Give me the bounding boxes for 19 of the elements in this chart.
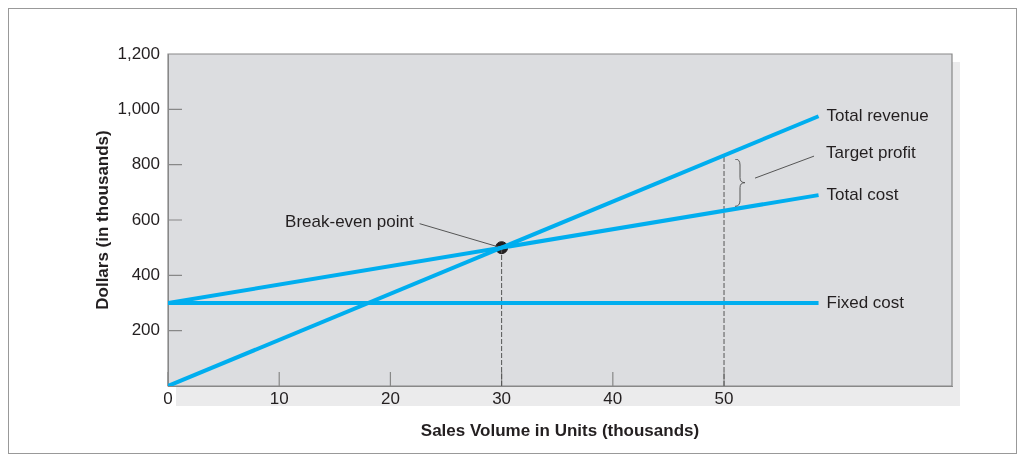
y-tick-label: 1,000 xyxy=(117,99,160,119)
y-tick-label: 600 xyxy=(131,209,160,229)
x-tick-label: 10 xyxy=(269,388,289,408)
y-tick-label: 800 xyxy=(131,154,160,174)
x-tick-label: 50 xyxy=(714,388,734,408)
series-label: Total cost xyxy=(826,184,899,204)
x-tick-label: 0 xyxy=(163,388,173,408)
series-label: Fixed cost xyxy=(826,292,905,312)
annotation: Target profit xyxy=(826,142,917,162)
y-axis-title: Dollars (in thousands) xyxy=(92,130,112,310)
y-tick-label: 200 xyxy=(131,320,160,340)
annotation: Break-even point xyxy=(285,212,414,232)
series-label: Total revenue xyxy=(826,105,929,125)
x-axis-title: Sales Volume in Units (thousands) xyxy=(420,421,700,441)
y-tick-label: 1,200 xyxy=(117,43,160,63)
x-tick-label: 20 xyxy=(380,388,400,408)
y-tick-label: 400 xyxy=(131,265,160,285)
x-tick-label: 40 xyxy=(603,388,623,408)
x-tick-label: 30 xyxy=(492,388,512,408)
